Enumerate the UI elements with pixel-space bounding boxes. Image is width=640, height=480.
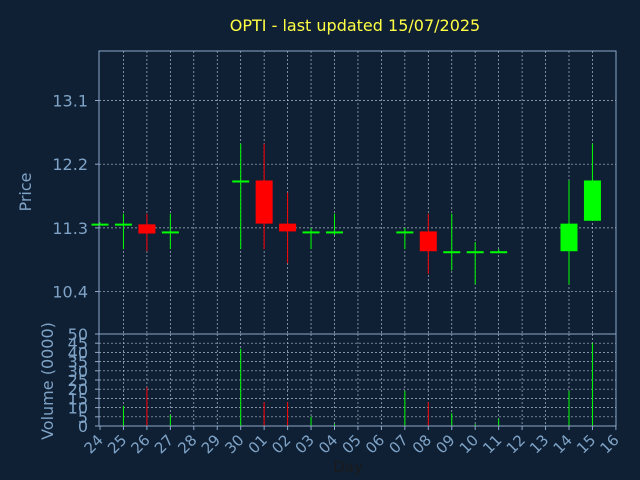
candle-body	[232, 180, 250, 183]
candle-body	[396, 231, 414, 234]
candle-body	[466, 251, 484, 254]
price-tick-label: 13.1	[52, 92, 88, 111]
volume-tick-label: 0	[78, 417, 88, 436]
price-axis-ticks: 10.4 11.3 12.2 13.1	[52, 92, 99, 302]
candle-body	[419, 231, 437, 252]
volume-tick-label: 35	[68, 353, 88, 372]
candle-body	[91, 223, 109, 226]
day-axis-label: Day	[333, 458, 363, 476]
candle-body	[255, 180, 273, 224]
candle-body	[490, 251, 508, 254]
price-axis-label: Price	[16, 172, 35, 211]
candle-body	[560, 223, 578, 252]
candle-body	[279, 223, 297, 232]
price-candles	[91, 143, 601, 285]
volume-tick-label: 25	[68, 371, 88, 390]
candle-body	[161, 231, 179, 234]
volume-tick-label: 20	[68, 380, 88, 399]
volume-tick-label: 30	[68, 362, 88, 381]
price-tick-label: 10.4	[52, 283, 88, 302]
candle-body	[443, 251, 461, 254]
volume-tick-label: 5	[78, 408, 88, 427]
price-tick-label: 11.3	[52, 219, 88, 238]
volume-tick-label: 40	[68, 343, 88, 362]
candle-body	[302, 231, 320, 234]
chart-title: OPTI - last updated 15/07/2025	[230, 16, 480, 35]
price-tick-label: 12.2	[52, 155, 88, 174]
volume-bars	[122, 343, 593, 426]
volume-tick-label: 45	[68, 334, 88, 353]
candle-body	[326, 231, 343, 234]
volume-tick-label: 10	[68, 399, 88, 418]
volume-axis-label: Volume (0000)	[38, 322, 57, 440]
volume-tick-label: 15	[68, 389, 88, 408]
candle-body	[583, 180, 601, 221]
candle-body	[138, 224, 156, 234]
candle-body	[114, 223, 132, 226]
volume-tick-label: 50	[68, 325, 88, 344]
